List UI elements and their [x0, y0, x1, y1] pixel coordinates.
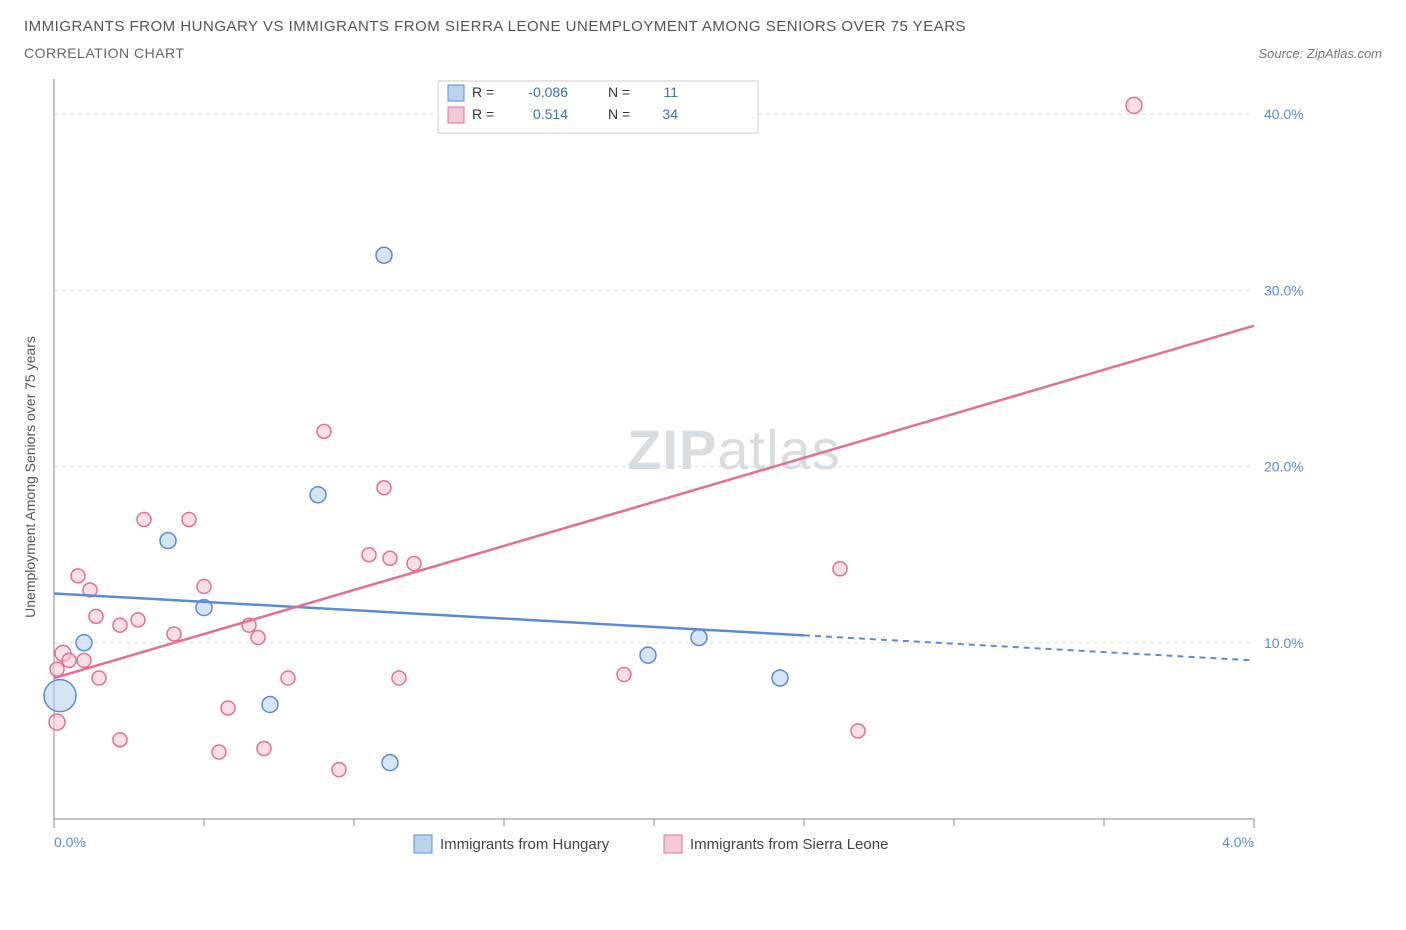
data-point [310, 487, 326, 503]
data-point [221, 701, 235, 715]
data-point [1126, 97, 1142, 113]
data-point [137, 512, 151, 526]
legend-swatch [664, 835, 682, 853]
data-point [50, 662, 64, 676]
legend-swatch [448, 107, 464, 123]
svg-text:0.514: 0.514 [533, 106, 568, 122]
legend-swatch [448, 85, 464, 101]
data-point [212, 745, 226, 759]
chart-subtitle: CORRELATION CHART [24, 45, 184, 61]
svg-text:ZIPatlas: ZIPatlas [627, 418, 840, 481]
trend-line-extrapolated [804, 635, 1254, 660]
data-point [160, 533, 176, 549]
data-point [182, 512, 196, 526]
svg-text:0.0%: 0.0% [54, 834, 86, 850]
legend-label: Immigrants from Hungary [440, 836, 610, 853]
data-point [257, 742, 271, 756]
svg-text:R =: R = [472, 106, 494, 122]
trend-line [54, 326, 1254, 678]
data-point [833, 562, 847, 576]
data-point [197, 579, 211, 593]
source-attribution: Source: ZipAtlas.com [1258, 46, 1382, 61]
y-axis-label: Unemployment Among Seniors over 75 years [22, 336, 38, 618]
legend-swatch [414, 835, 432, 853]
svg-text:30.0%: 30.0% [1264, 282, 1304, 298]
data-point [131, 613, 145, 627]
svg-text:N =: N = [608, 84, 630, 100]
data-point [76, 635, 92, 651]
data-point [772, 670, 788, 686]
data-point [640, 647, 656, 663]
svg-text:40.0%: 40.0% [1264, 106, 1304, 122]
data-point [617, 668, 631, 682]
legend-label: Immigrants from Sierra Leone [690, 836, 888, 853]
data-point [377, 481, 391, 495]
data-point [167, 627, 181, 641]
data-point [332, 763, 346, 777]
trend-line [54, 593, 804, 635]
data-point [89, 609, 103, 623]
data-point [691, 630, 707, 646]
data-point [362, 548, 376, 562]
svg-text:10.0%: 10.0% [1264, 635, 1304, 651]
data-point [851, 724, 865, 738]
data-point [44, 680, 76, 712]
data-point [281, 671, 295, 685]
data-point [407, 557, 421, 571]
data-point [262, 696, 278, 712]
chart-container: Unemployment Among Seniors over 75 years… [24, 69, 1382, 869]
data-point [62, 653, 76, 667]
data-point [376, 247, 392, 263]
data-point [251, 631, 265, 645]
svg-text:34: 34 [662, 106, 678, 122]
correlation-chart: ZIPatlas 0.0% 4.0% 10.0% 20.0% 30.0% 40.0% R = -… [24, 69, 1324, 869]
data-point [71, 569, 85, 583]
data-point [113, 733, 127, 747]
svg-text:20.0%: 20.0% [1264, 459, 1304, 475]
chart-title: IMMIGRANTS FROM HUNGARY VS IMMIGRANTS FR… [24, 18, 1382, 35]
svg-text:R =: R = [472, 84, 494, 100]
svg-text:N =: N = [608, 106, 630, 122]
data-point [92, 671, 106, 685]
svg-text:11: 11 [663, 84, 678, 100]
data-point [383, 551, 397, 565]
data-point [49, 714, 65, 730]
data-point [77, 653, 91, 667]
data-point [382, 755, 398, 771]
data-point [392, 671, 406, 685]
svg-text:4.0%: 4.0% [1222, 834, 1254, 850]
subtitle-row: CORRELATION CHART Source: ZipAtlas.com [24, 45, 1382, 61]
data-point [317, 424, 331, 438]
svg-text:-0.086: -0.086 [528, 84, 568, 100]
data-point [113, 618, 127, 632]
